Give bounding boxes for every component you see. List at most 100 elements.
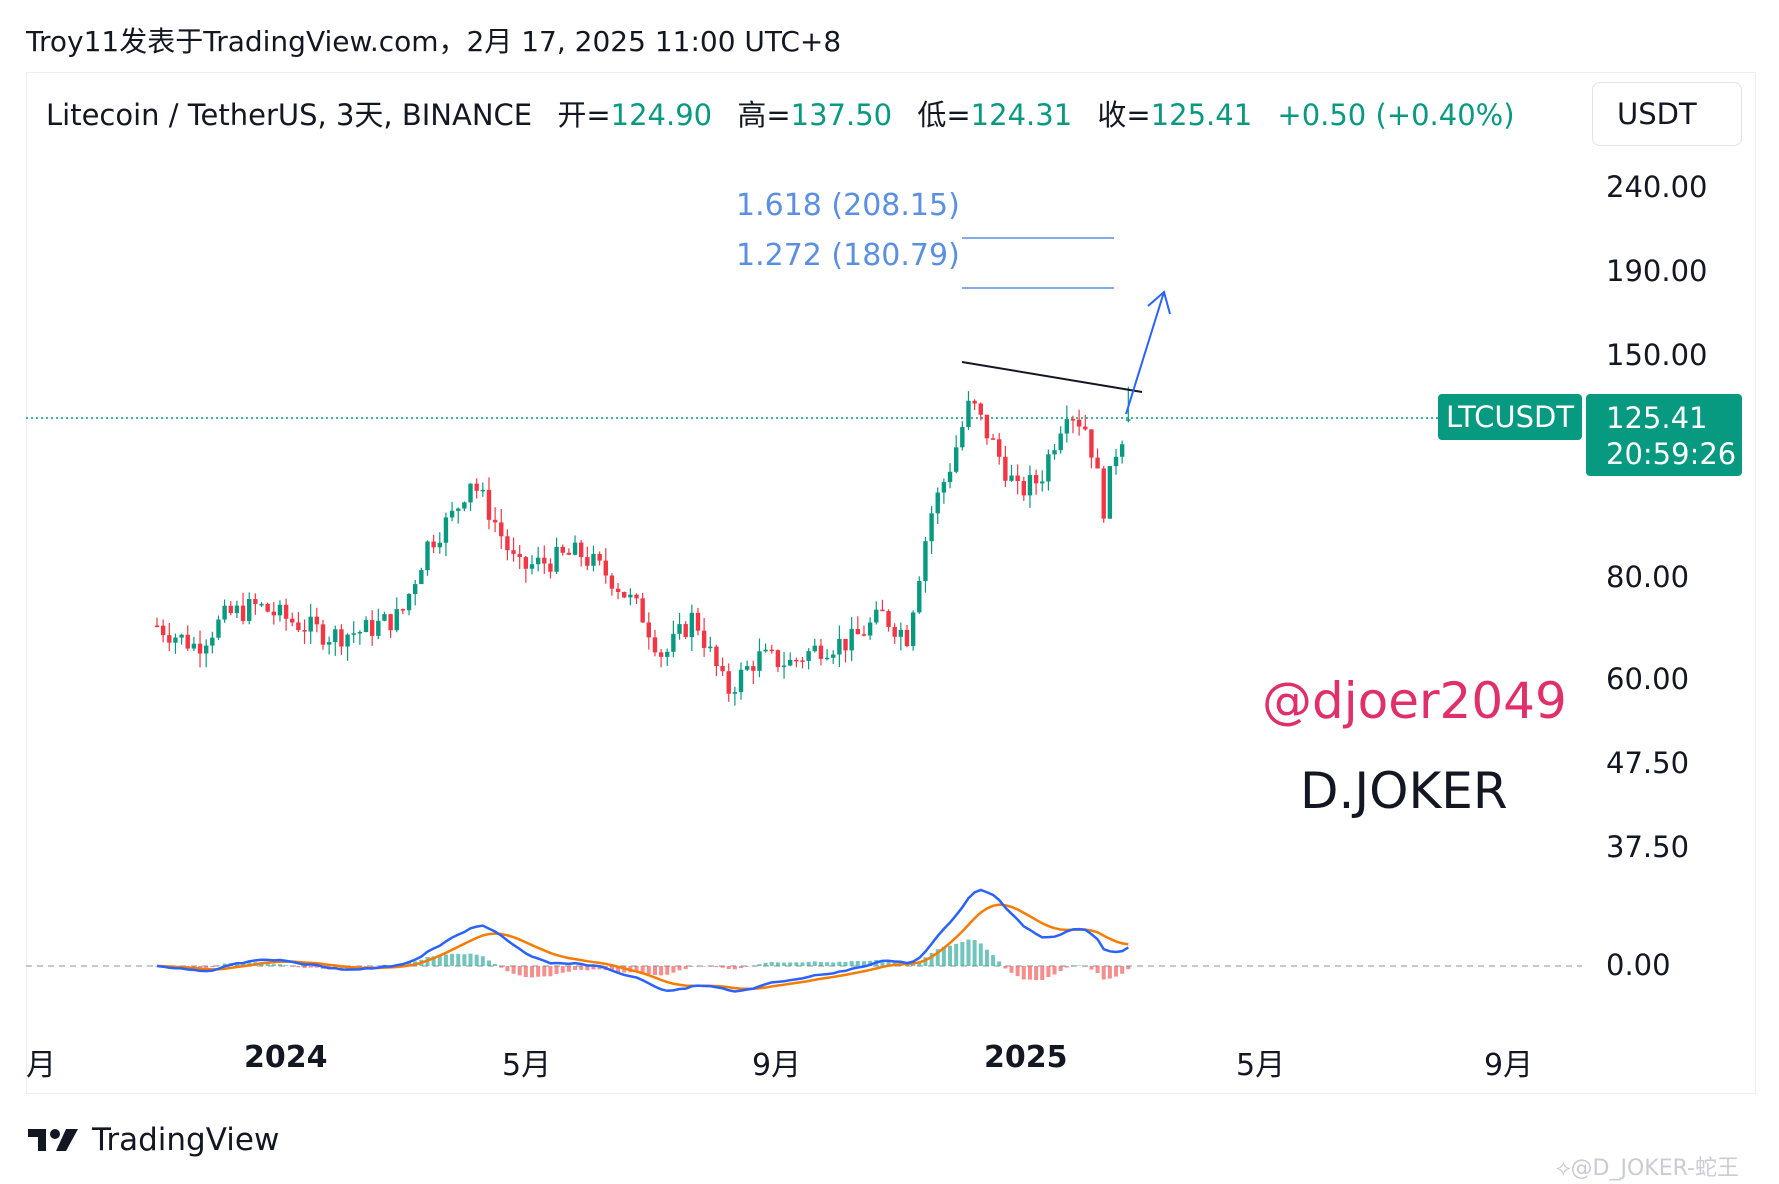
- time-tick: 2025: [984, 1040, 1068, 1075]
- low-label: 低=: [917, 98, 971, 132]
- candle-body: [1070, 419, 1076, 421]
- candle-body: [769, 649, 774, 652]
- candle-body: [517, 553, 522, 558]
- candle-body: [732, 692, 738, 694]
- symbol-description[interactable]: Litecoin / TetherUS, 3天, BINANCE: [46, 98, 533, 132]
- resistance-trendline[interactable]: [961, 361, 1143, 393]
- candle-body: [695, 612, 701, 631]
- candle-body: [1119, 444, 1125, 457]
- candle-body: [437, 542, 442, 548]
- projection-arrow[interactable]: [1125, 290, 1171, 415]
- candle-body: [720, 665, 725, 672]
- candle-body: [603, 560, 608, 576]
- candle-body: [191, 643, 197, 649]
- macd-histogram-bar: [966, 939, 971, 966]
- candle-body: [929, 513, 934, 542]
- macd-histogram-bar: [542, 966, 547, 977]
- macd-histogram-bar: [788, 962, 793, 966]
- candle-body: [880, 609, 885, 612]
- candle-body: [345, 634, 350, 647]
- macd-histogram-bar: [880, 959, 885, 966]
- candle-body: [412, 584, 418, 594]
- macd-histogram-bar: [1083, 966, 1088, 967]
- macd-histogram-bar: [837, 961, 842, 966]
- candle-body: [443, 517, 449, 543]
- macd-histogram-bar: [1107, 966, 1112, 979]
- candle-body: [683, 624, 688, 638]
- macd-histogram-bar: [241, 962, 246, 966]
- macd-histogram-bar: [702, 966, 707, 967]
- chart-frame[interactable]: [26, 72, 1756, 1094]
- macd-histogram-bar: [517, 966, 522, 976]
- macd-histogram-bar: [640, 966, 645, 974]
- candle-body: [462, 502, 467, 509]
- author-handle-watermark: @djoer2049: [1262, 672, 1567, 730]
- candle-body: [978, 403, 983, 415]
- candle-body: [572, 542, 578, 555]
- candle-body: [456, 508, 461, 511]
- candle-body: [247, 599, 252, 621]
- macd-histogram-bar: [757, 964, 762, 966]
- candle-body: [597, 553, 602, 561]
- candle-body: [1027, 475, 1033, 496]
- macd-histogram-bar: [646, 966, 651, 975]
- candle-body: [609, 575, 615, 589]
- macd-histogram-bar: [1034, 966, 1039, 981]
- author-name-watermark: D.JOKER: [1300, 762, 1508, 820]
- macd-histogram-bar: [861, 961, 866, 966]
- candle-body: [1126, 419, 1131, 421]
- candle-body: [966, 400, 971, 428]
- candle-body: [1052, 450, 1057, 455]
- tradingview-brand[interactable]: TradingView: [26, 1122, 279, 1158]
- macd-histogram-bar: [818, 961, 823, 966]
- macd-signal-line: [156, 903, 1129, 991]
- macd-histogram-bar: [634, 966, 639, 973]
- macd-histogram-bar: [677, 966, 682, 971]
- macd-histogram-bar: [695, 965, 700, 967]
- candle-body: [320, 624, 326, 645]
- candle-body: [1046, 454, 1051, 482]
- candle-body: [640, 598, 645, 623]
- candle-body: [892, 626, 897, 637]
- candle-body: [222, 605, 227, 620]
- candle-body: [326, 642, 332, 645]
- price-tick: 0.00: [1606, 948, 1671, 982]
- candle-body: [173, 637, 178, 643]
- macd-histogram-bar: [972, 940, 977, 966]
- macd-histogram-bar: [1027, 966, 1032, 980]
- candle-body: [935, 492, 940, 514]
- candle-body: [302, 630, 307, 632]
- candle-body: [1076, 419, 1082, 427]
- corner-credit-watermark: ⟡@D_JOKER-蛇王: [1556, 1156, 1739, 1181]
- macd-histogram-bar: [775, 962, 780, 966]
- macd-histogram-bar: [720, 966, 725, 968]
- candle-body: [449, 510, 455, 518]
- macd-histogram-bar: [296, 966, 301, 968]
- macd-histogram-bar: [911, 964, 916, 966]
- macd-histogram-bar: [530, 966, 534, 978]
- macd-histogram-bar: [751, 965, 756, 967]
- macd-histogram-bar: [591, 966, 596, 970]
- candle-body: [542, 557, 547, 564]
- macd-histogram-bar: [1003, 966, 1008, 969]
- macd-histogram-bar: [1064, 966, 1069, 968]
- symbol-price-tag: LTCUSDT: [1438, 394, 1582, 440]
- fib-label-1272: 1.272 (180.79): [736, 238, 960, 273]
- macd-histogram-bar: [825, 962, 830, 966]
- macd-histogram-bar: [763, 962, 768, 966]
- macd-histogram-bar: [800, 962, 805, 966]
- candle-body: [874, 609, 879, 623]
- macd-histogram-bar: [339, 966, 344, 970]
- candle-body: [394, 609, 399, 631]
- macd-histogram-bar: [265, 963, 270, 966]
- macd-histogram-bar: [689, 966, 694, 967]
- candle-body: [492, 519, 498, 523]
- macd-histogram-bar: [1077, 965, 1082, 966]
- candle-body: [339, 629, 344, 647]
- macd-histogram-bar: [714, 966, 719, 968]
- currency-button[interactable]: USDT: [1592, 82, 1742, 146]
- candle-body: [831, 654, 836, 658]
- candle-body: [419, 570, 424, 585]
- macd-histogram-bar: [579, 966, 584, 970]
